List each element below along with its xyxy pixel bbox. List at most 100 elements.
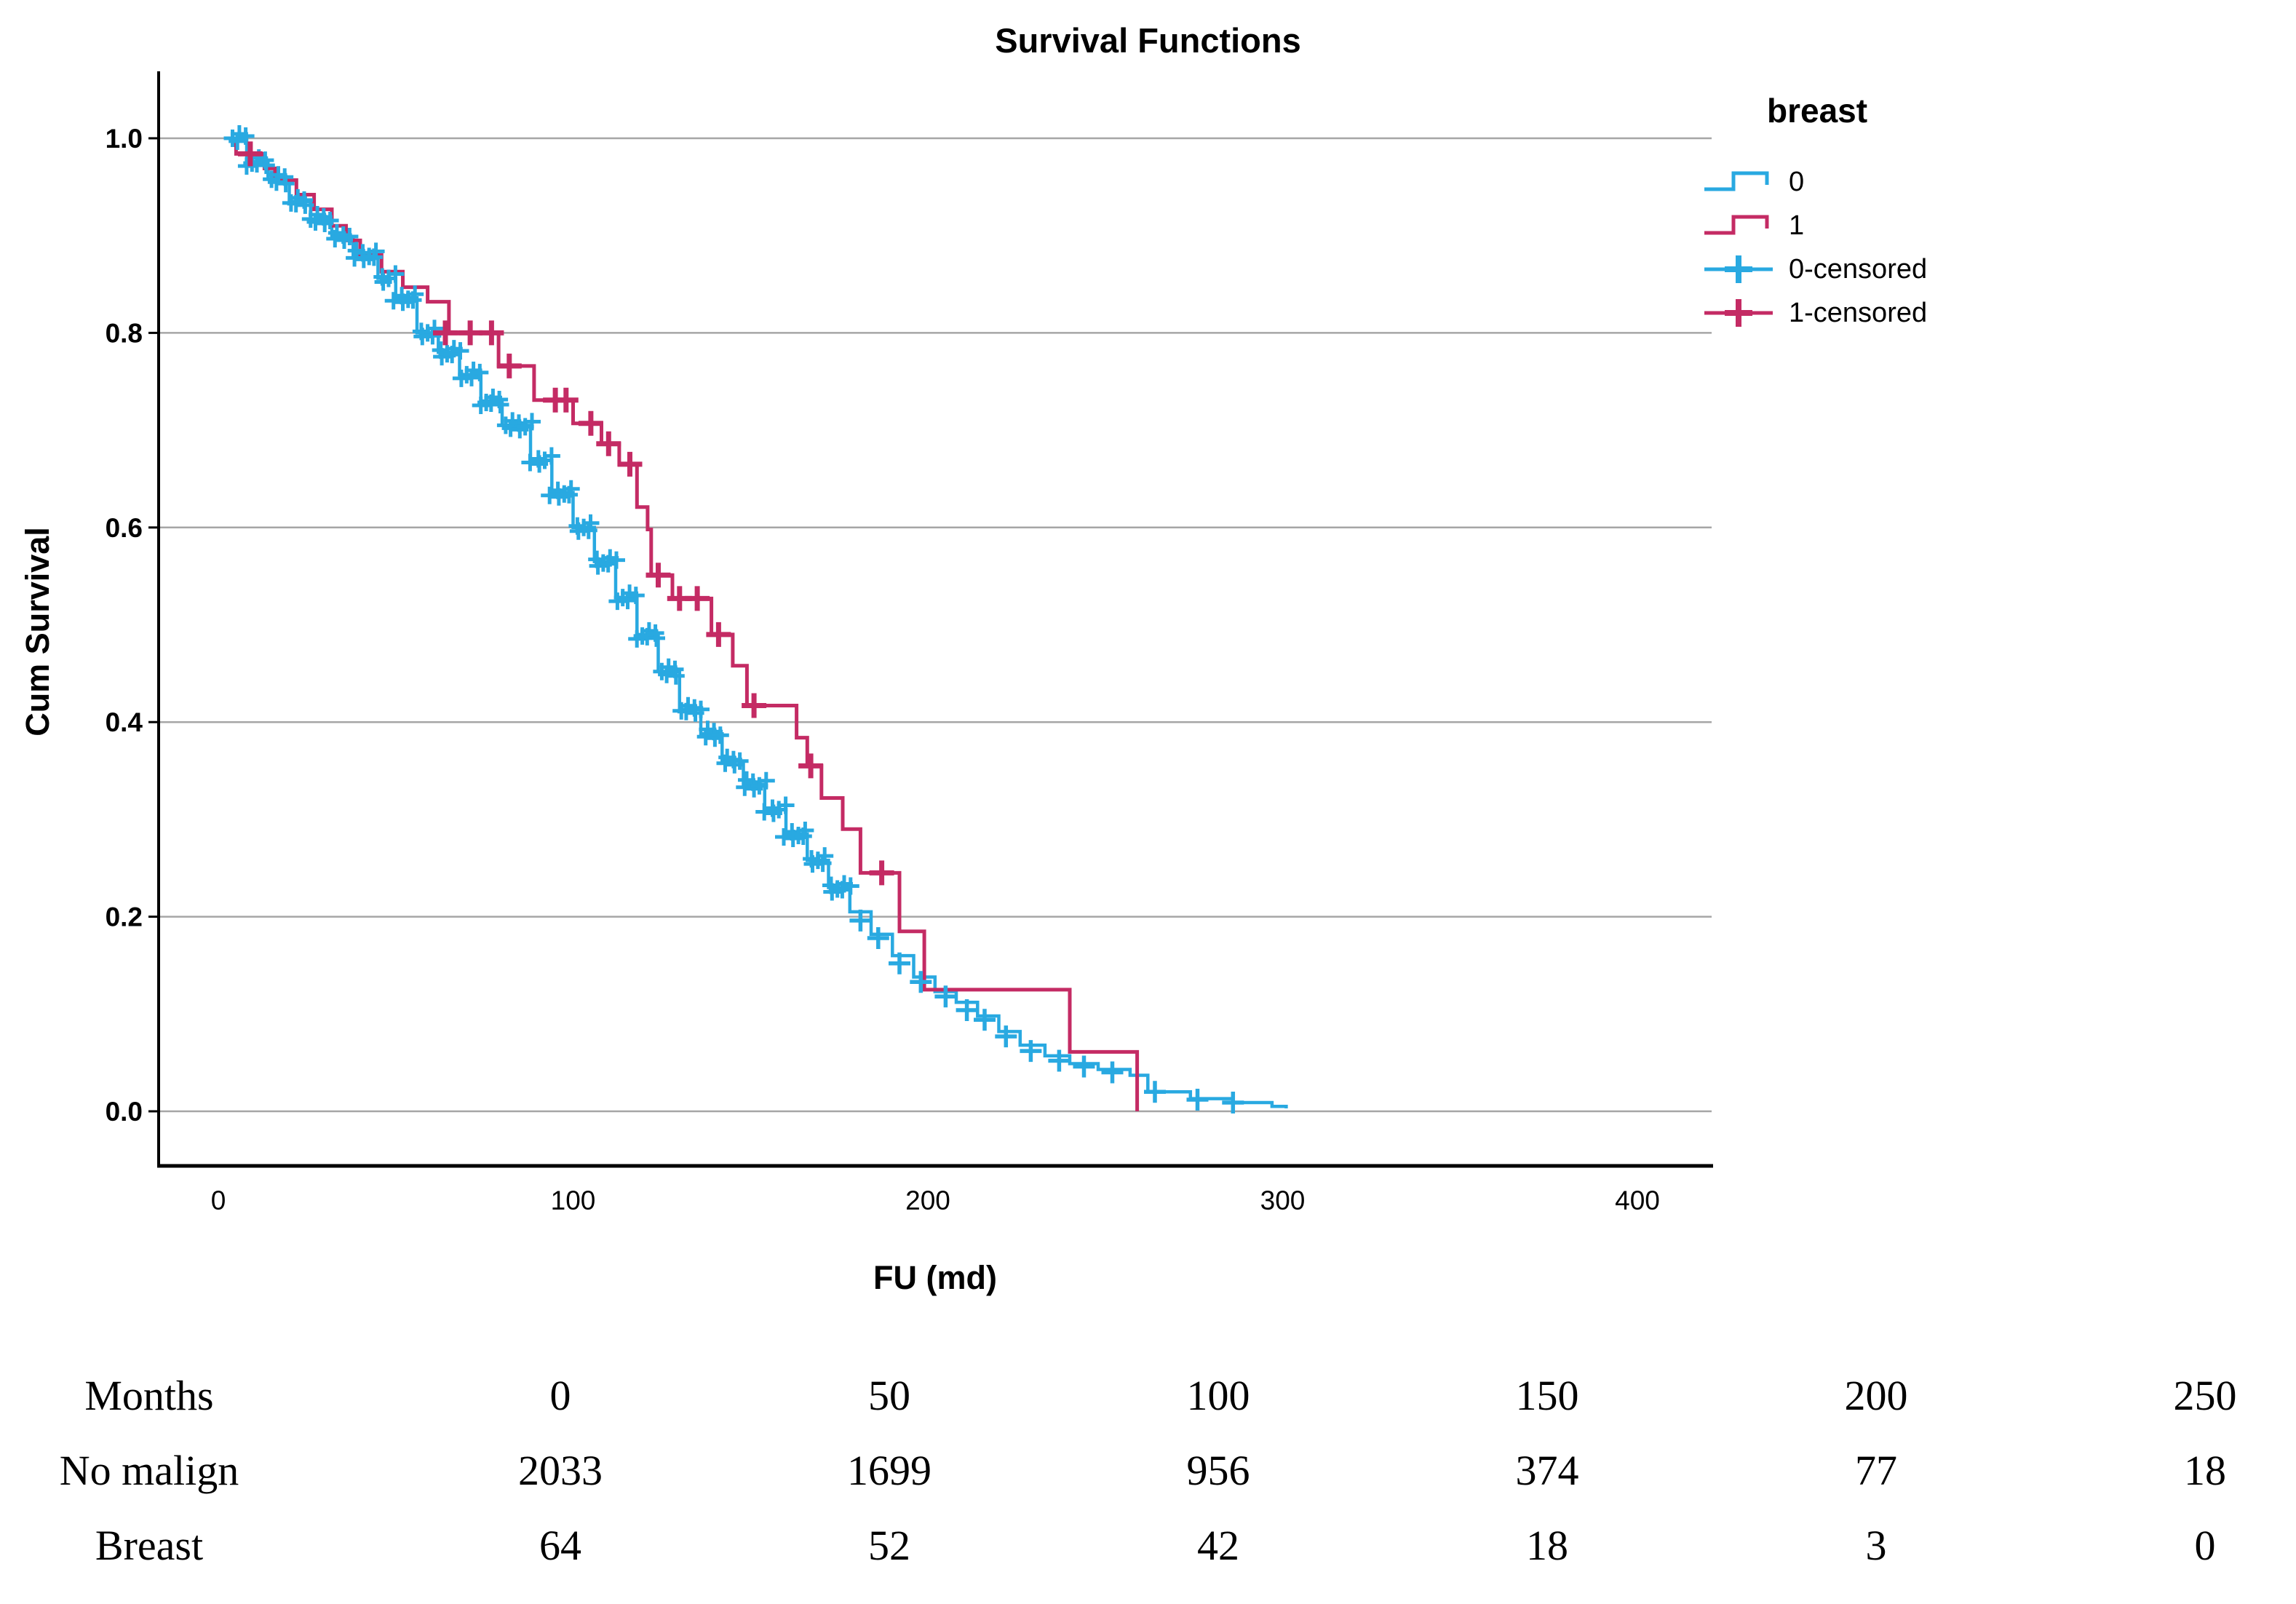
censor-mark-1 [645,563,671,588]
censor-mark-0 [974,1009,996,1031]
risk-cell: 100 [1186,1372,1250,1419]
censor-mark-0 [1144,1081,1166,1103]
x-tick-label-0: 0 [211,1186,226,1215]
x-tick-label-100: 100 [551,1186,596,1215]
risk-row-label: Months [84,1372,214,1419]
survival-plot-canvas: 1.0 0.8 0.6 0.4 0.2 0.0 0 100 200 300 400 [106,71,1713,1215]
censor-mark-0 [560,485,578,504]
risk-cell: 18 [1526,1522,1568,1569]
risk-cell: 2033 [518,1447,603,1494]
risk-cell: 0 [549,1372,571,1419]
step-line-icon [1704,171,1769,191]
censor-mark-0 [757,771,775,790]
censor-mark-0 [1020,1040,1042,1063]
censor-mark-0 [711,726,729,745]
censor-mark-0 [491,396,509,413]
censor-mark-1 [742,693,767,718]
y-tick-label-0.4: 0.4 [106,707,143,737]
censor-mark-0 [404,291,422,309]
x-tick-label-200: 200 [905,1186,950,1215]
censor-mark-0 [443,346,461,364]
legend-item-0: 0 [1703,160,1927,204]
y-tick-label-0.0: 0.0 [106,1097,143,1127]
censor-mark-0 [237,127,255,145]
censor-mark-0 [321,212,339,229]
censor-mark-0 [523,413,541,431]
censor-mark-0 [889,952,910,974]
legend: breast 0 1 0-censored 1-censored [1703,92,1927,335]
gridlines: 1.0 0.8 0.6 0.4 0.2 0.0 [106,124,1712,1127]
risk-cell: 0 [2194,1522,2216,1569]
censor-mark-0 [277,175,295,193]
censor-mark-0 [579,521,597,539]
legend-item-0-censored: 0-censored [1703,247,1927,291]
censor-mark-0 [386,265,405,283]
censor-mark-0 [731,752,749,770]
censor-mark-0 [471,363,489,381]
censor-mark-0 [365,248,383,266]
risk-cell: 77 [1855,1447,1897,1494]
censor-mark-0 [814,854,832,873]
censor-mark-1 [617,451,643,477]
censor-mark-0 [776,796,795,814]
legend-title: breast [1767,92,1868,130]
censor-mark-1 [433,320,458,346]
censor-mark-0 [648,629,665,647]
censor-mark-1 [596,431,621,456]
censor-mark-1 [553,387,579,413]
y-tick-label-1.0: 1.0 [106,124,143,154]
risk-cell: 374 [1515,1447,1579,1494]
legend-items: 0 1 0-censored 1-censored [1703,160,1927,335]
legend-label: 0-censored [1789,253,1928,285]
legend-item-1: 1 [1703,204,1927,247]
risk-cell: 956 [1186,1447,1250,1494]
risk-cell: 250 [2173,1372,2237,1419]
plus-censor-icon [1704,299,1773,327]
risk-cell: 42 [1197,1522,1239,1569]
censor-mark-0 [341,228,359,245]
censor-mark-0 [599,555,617,573]
risk-row-label: No malign [59,1447,239,1494]
risk-cell: 52 [868,1522,910,1569]
censor-mark-0 [956,999,978,1021]
risk-cell: 64 [539,1522,581,1569]
censors-breast-1 [237,141,894,886]
censor-mark-0 [424,327,442,345]
censor-mark-1 [458,320,483,346]
censor-mark-0 [257,156,275,175]
risk-cell: 200 [1844,1372,1908,1419]
risk-cell: 1699 [847,1447,931,1494]
x-axis-label: FU (md) [873,1259,997,1296]
censor-mark-1 [685,586,710,611]
censor-mark-0 [1073,1055,1095,1078]
x-tick-label-300: 300 [1260,1186,1306,1215]
censor-mark-0 [910,971,932,993]
censor-mark-1 [479,320,504,346]
censor-mark-0 [794,827,812,845]
censor-mark-1 [798,753,824,779]
chart-title: Survival Functions [995,21,1301,60]
censor-mark-1 [869,860,894,886]
censor-mark-0 [692,700,710,718]
risk-cell: 3 [1865,1522,1887,1569]
censor-mark-0 [841,877,859,895]
censor-mark-1 [578,410,603,436]
censor-mark-0 [934,985,957,1008]
censor-mark-0 [867,927,889,949]
risk-row-label: Breast [95,1522,204,1569]
censor-mark-0 [849,909,872,932]
censor-mark-0 [1222,1092,1244,1113]
censor-mark-0 [542,447,560,465]
censor-mark-0 [451,342,469,360]
censor-mark-0 [1101,1061,1124,1084]
censor-band-breast-0 [223,125,859,901]
censor-mark-0 [608,551,625,569]
risk-cell: 50 [868,1372,910,1419]
censor-mark-0 [296,196,314,214]
step-line-icon [1704,215,1769,235]
curve-breast-0 [229,136,1288,1108]
censor-mark-0 [1186,1089,1209,1111]
censor-mark-1 [237,141,263,167]
